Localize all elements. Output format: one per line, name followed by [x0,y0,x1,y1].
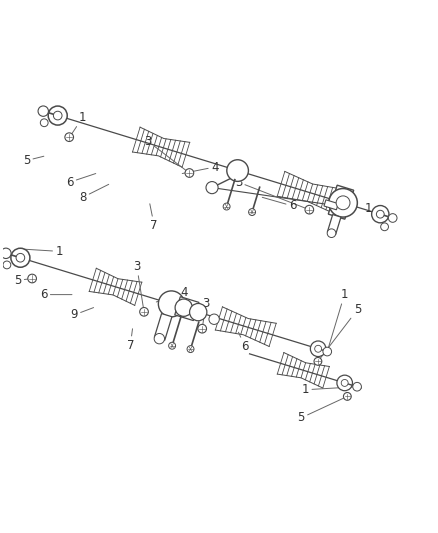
Text: 6: 6 [66,174,96,189]
Text: 5: 5 [297,397,347,424]
Circle shape [154,334,165,344]
Circle shape [187,345,194,352]
Circle shape [314,345,321,352]
Text: 7: 7 [127,329,134,352]
Text: 5: 5 [23,154,44,167]
Text: 1: 1 [364,201,393,218]
Circle shape [227,160,248,181]
Text: 9: 9 [71,308,94,321]
Circle shape [190,303,207,321]
Polygon shape [154,313,172,340]
Text: 6: 6 [40,288,72,301]
Text: 3: 3 [144,135,189,173]
Polygon shape [327,215,341,235]
Circle shape [371,206,389,223]
Text: 1: 1 [70,111,87,137]
Circle shape [65,133,74,141]
Circle shape [209,314,219,325]
Circle shape [381,223,389,231]
Polygon shape [324,200,338,210]
Circle shape [140,308,148,316]
Circle shape [159,291,184,317]
Text: 1: 1 [302,383,357,396]
Text: 3: 3 [202,297,210,329]
Text: 3: 3 [133,260,144,312]
Circle shape [389,214,397,222]
Text: 6: 6 [262,197,296,213]
Circle shape [40,119,48,127]
Circle shape [53,111,62,120]
Circle shape [1,248,11,259]
Polygon shape [175,297,199,320]
Circle shape [323,347,332,356]
Text: 4: 4 [182,160,219,174]
Circle shape [169,342,176,349]
Circle shape [38,106,49,116]
Text: 6: 6 [238,332,249,353]
Text: 1: 1 [22,245,63,258]
Text: 5: 5 [14,274,32,287]
Circle shape [311,341,326,357]
Text: 5: 5 [318,303,361,361]
Circle shape [28,274,36,283]
Circle shape [329,189,357,217]
Circle shape [327,229,336,238]
Circle shape [376,211,384,218]
Circle shape [341,379,348,386]
Circle shape [206,182,218,193]
Circle shape [223,203,230,210]
Circle shape [337,375,353,391]
Text: 4: 4 [156,286,188,302]
Circle shape [11,248,30,267]
Circle shape [343,392,351,400]
Circle shape [3,261,11,269]
Circle shape [336,196,350,209]
Text: 7: 7 [150,204,158,232]
Circle shape [48,106,67,125]
Text: 1: 1 [327,288,348,352]
Circle shape [175,299,192,316]
Circle shape [16,253,25,262]
Circle shape [249,208,255,215]
Polygon shape [328,185,354,219]
Circle shape [198,325,206,333]
Circle shape [305,205,314,214]
Circle shape [353,382,361,391]
Circle shape [314,358,322,365]
Circle shape [185,168,194,177]
Text: 8: 8 [79,184,109,204]
Text: 3: 3 [235,176,309,209]
